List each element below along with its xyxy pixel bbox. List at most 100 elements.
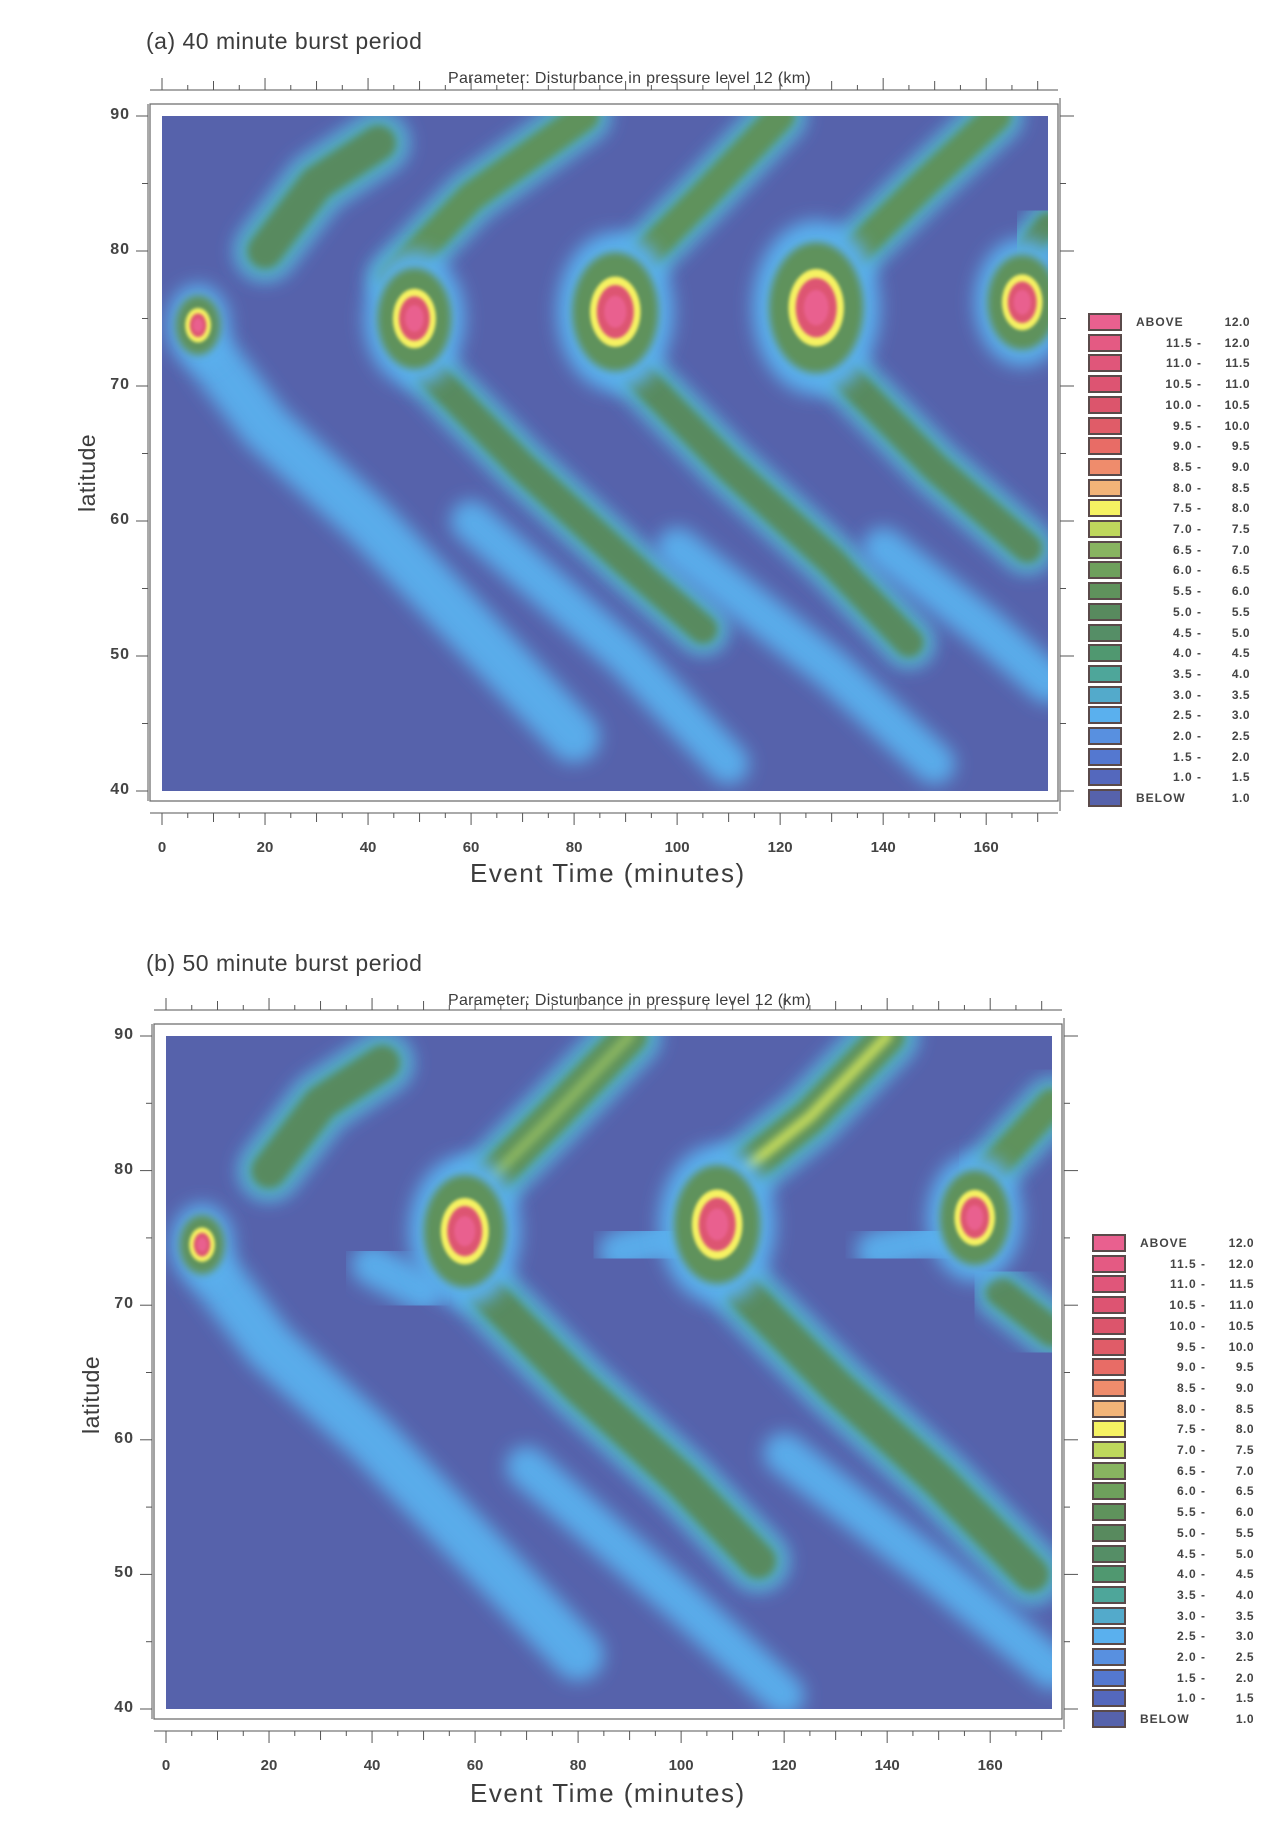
legend-range-low: 2.5 - [1172, 708, 1202, 723]
legend-item: 7.5 - 8.0 [1088, 499, 1258, 518]
legend-item: 11.5 - 12.0 [1092, 1254, 1262, 1273]
legend-range-high: 5.0 [1235, 1546, 1254, 1561]
legend-item: BELOW 1.0 [1092, 1710, 1262, 1729]
legend-range-low: 5.0 - [1172, 604, 1202, 619]
x-tick-label: 60 [466, 1757, 484, 1774]
legend-range-high: 1.0 [1231, 791, 1250, 806]
legend-swatch [1088, 623, 1122, 642]
legend-range-low: 11.0 - [1169, 1277, 1206, 1292]
legend-range-low: 8.5 - [1176, 1380, 1206, 1395]
y-tick-label: 80 [110, 241, 130, 258]
legend-range-low: 6.5 - [1176, 1463, 1206, 1478]
legend-range-low: 6.0 - [1176, 1484, 1206, 1499]
legend-swatch [1088, 395, 1122, 414]
legend-item: 8.5 - 9.0 [1088, 457, 1258, 476]
legend-swatch [1088, 333, 1122, 352]
legend-swatch [1092, 1316, 1126, 1335]
x-tick-label: 0 [161, 1757, 171, 1774]
legend-range-high: 11.5 [1225, 356, 1250, 371]
legend-range-high: 8.5 [1235, 1401, 1254, 1416]
legend-item: 7.5 - 8.0 [1092, 1420, 1262, 1439]
legend-swatch [1092, 1544, 1126, 1563]
legend-range-high: 8.5 [1231, 480, 1250, 495]
legend-swatch [1088, 375, 1122, 394]
legend-range-high: 3.5 [1231, 687, 1250, 702]
legend-range-low: 5.5 - [1176, 1505, 1206, 1520]
legend-item: 3.5 - 4.0 [1092, 1585, 1262, 1604]
x-tick-label: 160 [977, 1757, 1003, 1774]
legend-range-low: 1.5 - [1176, 1670, 1206, 1685]
legend-range-high: 12.0 [1228, 1256, 1254, 1271]
legend-swatch [1092, 1254, 1126, 1273]
legend-item: 4.5 - 5.0 [1092, 1544, 1262, 1563]
legend-range-high: 7.0 [1235, 1463, 1254, 1478]
legend-swatch [1088, 520, 1122, 538]
chart-title: Parameter: Disturbance in pressure level… [448, 992, 811, 1009]
legend-range-low: 11.0 - [1165, 356, 1202, 371]
legend-item: 5.0 - 5.5 [1088, 602, 1258, 621]
legend-range-low: ABOVE [1136, 315, 1184, 329]
legend-range-low: BELOW [1140, 1712, 1190, 1727]
legend-range-high: 11.5 [1229, 1277, 1254, 1292]
legend-range-low: 10.0 - [1169, 1318, 1206, 1333]
legend-swatch [1092, 1668, 1126, 1687]
x-tick-label: 100 [668, 1757, 694, 1774]
panel-title: (b) 50 minute burst period [146, 950, 423, 976]
legend-swatch [1092, 1689, 1126, 1708]
legend-swatch [1092, 1606, 1126, 1625]
x-tick-label: 120 [771, 1757, 797, 1774]
legend-item: 3.0 - 3.5 [1088, 685, 1258, 704]
legend-range-low: 8.5 - [1172, 459, 1202, 474]
panel-a: (a) 40 minute burst period Parameter: Di… [74, 28, 1258, 888]
legend-item: 9.0 - 9.5 [1092, 1358, 1262, 1377]
legend-item: 6.5 - 7.0 [1088, 540, 1258, 559]
legend-swatch [1088, 582, 1122, 601]
legend-range-low: 10.5 - [1165, 377, 1202, 392]
legend-range-high: 7.0 [1231, 542, 1250, 557]
y-tick-label: 90 [110, 106, 130, 123]
legend-range-high: 12.0 [1224, 315, 1250, 329]
legend-range-high: 11.0 [1229, 1298, 1254, 1313]
legend-range-high: 9.0 [1231, 459, 1250, 474]
legend-item: 4.0 - 4.5 [1092, 1565, 1262, 1584]
legend-range-high: 3.5 [1235, 1608, 1254, 1623]
legend-item: 10.5 - 11.0 [1092, 1296, 1262, 1315]
legend-range-low: 1.5 - [1172, 749, 1202, 764]
legend-range-high: 4.0 [1231, 666, 1250, 681]
legend-item: 4.5 - 5.0 [1088, 623, 1258, 642]
legend-range-high: 4.0 [1235, 1587, 1254, 1602]
legend-swatch [1088, 457, 1122, 476]
legend-range-low: 8.0 - [1172, 480, 1202, 495]
legend-range-low: 3.0 - [1172, 687, 1202, 702]
legend-range-high: 4.5 [1231, 646, 1250, 661]
x-tick-label: 80 [565, 839, 583, 856]
legend-range-low: 2.0 - [1176, 1650, 1206, 1664]
legend-item: BELOW 1.0 [1088, 789, 1258, 808]
legend-range-high: 11.0 [1225, 377, 1250, 392]
legend-swatch [1092, 1399, 1126, 1418]
legend-range-low: 5.5 - [1172, 584, 1202, 599]
x-tick-label: 40 [363, 1757, 381, 1774]
legend-range-high: 8.0 [1235, 1422, 1254, 1437]
legend-swatch [1088, 706, 1122, 725]
legend-item: 1.5 - 2.0 [1092, 1668, 1262, 1687]
legend-swatch [1088, 644, 1122, 663]
legend-range-low: 9.0 - [1176, 1360, 1206, 1375]
chart-title: Parameter: Disturbance in pressure level… [448, 70, 811, 87]
legend-range-high: 3.0 [1235, 1629, 1254, 1644]
legend-range-high: 6.5 [1231, 563, 1250, 578]
legend-range-low: 4.0 - [1176, 1567, 1206, 1582]
legend-item: ABOVE 12.0 [1092, 1234, 1262, 1252]
legend-range-high: 10.0 [1228, 1339, 1254, 1354]
legend-range-low: 7.5 - [1172, 501, 1202, 516]
legend-range-high: 5.0 [1231, 625, 1250, 640]
y-tick-label: 50 [114, 1564, 134, 1582]
legend-swatch [1092, 1234, 1126, 1252]
legend-range-high: 6.0 [1235, 1505, 1254, 1520]
legend-item: 6.0 - 6.5 [1092, 1482, 1262, 1501]
legend-range-low: 9.0 - [1172, 439, 1202, 454]
legend-swatch [1092, 1296, 1126, 1315]
legend-swatch [1092, 1441, 1126, 1459]
legend-item: 1.0 - 1.5 [1092, 1689, 1262, 1708]
legend-swatch [1088, 789, 1122, 808]
